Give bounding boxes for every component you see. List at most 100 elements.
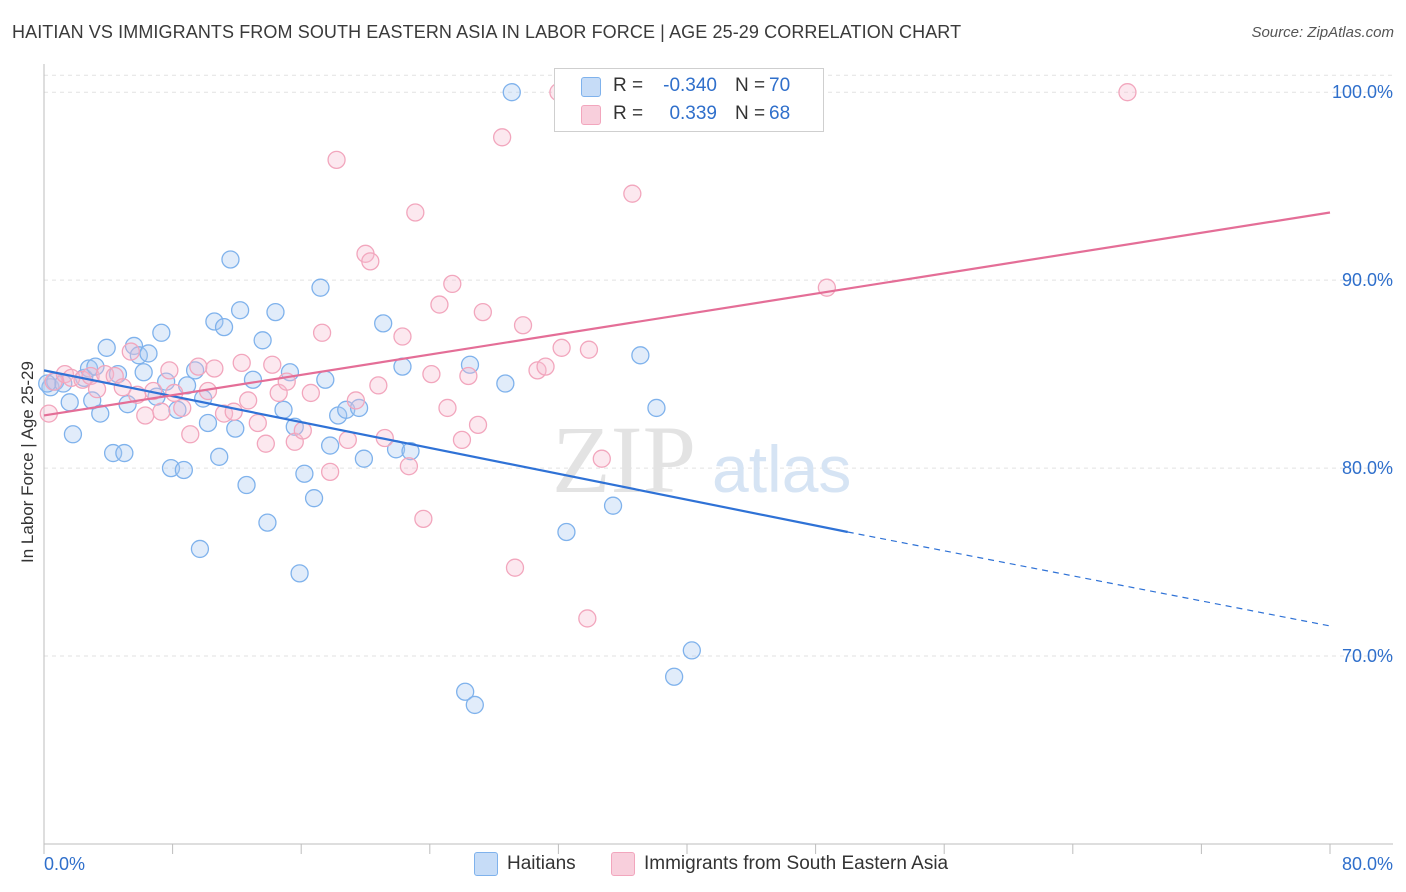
haitian-trend-line (43, 369, 848, 534)
haitian-point (79, 359, 99, 378)
haitian-point (682, 641, 701, 660)
sea-point (430, 295, 449, 314)
haitian-point (316, 370, 335, 389)
sea-point (505, 558, 525, 577)
haitian-point (304, 489, 324, 508)
sea-point (173, 398, 192, 418)
sea-point (312, 323, 332, 342)
legend-swatch-haitians (581, 77, 601, 97)
watermark: ZIP atlas (552, 406, 851, 513)
sea-point (406, 203, 425, 222)
sea-point (1118, 83, 1137, 102)
sea-point (578, 609, 597, 628)
haitian-point (205, 312, 224, 331)
sea-point (181, 425, 200, 444)
sea-point (152, 402, 171, 421)
sea-point (393, 327, 412, 346)
sea-point (513, 316, 533, 335)
haitian-point (124, 336, 144, 356)
bottom-legend-label-haitians: Haitians (507, 853, 576, 874)
haitian-point (237, 475, 256, 495)
sea-point (623, 184, 642, 203)
x-tick-label-min: 0.0% (44, 854, 85, 874)
sea-point (492, 128, 512, 147)
sea-point (346, 391, 366, 410)
legend-r-value: 0.339 (669, 103, 717, 124)
legend-n-label: N = (735, 103, 766, 124)
haitian-trend-extension (847, 531, 1331, 627)
sea-point (452, 430, 472, 450)
legend-r-label: R = (613, 75, 644, 96)
sea-point (263, 355, 282, 374)
legend-r-value: -0.340 (663, 75, 717, 96)
haitian-point (258, 513, 277, 532)
sea-point (189, 357, 208, 376)
legend-r-label: R = (613, 103, 644, 124)
sea-point (399, 457, 419, 476)
bottom-legend-swatch-sea (611, 852, 635, 876)
haitian-point (465, 695, 484, 715)
sea-point (205, 359, 224, 378)
legend-n-label: N = (735, 75, 766, 96)
haitian-point (496, 374, 515, 393)
y-tick-label: 100.0% (1332, 82, 1393, 102)
sea-point (473, 302, 492, 322)
haitian-point (631, 346, 650, 365)
haitian-point (38, 374, 57, 393)
trend-lines (43, 211, 1331, 627)
sea-point (536, 357, 555, 376)
sea-point (552, 338, 571, 357)
watermark-zip: ZIP (552, 406, 696, 513)
haitian-point (230, 301, 250, 320)
haitian-point (290, 564, 309, 583)
legend-swatch-sea (581, 105, 601, 125)
y-tick-label: 90.0% (1342, 270, 1393, 290)
haitian-point (226, 419, 245, 438)
sea-point (239, 391, 258, 410)
sea-point (256, 434, 275, 453)
haitian-point (210, 447, 229, 466)
haitian-point (456, 682, 475, 701)
haitian-point (115, 443, 134, 463)
haitian-point (320, 436, 340, 455)
haitian-point (86, 357, 105, 376)
bottom-legend-label-sea: Immigrants from South Eastern Asia (644, 853, 949, 874)
sea-point (136, 406, 155, 425)
haitian-point (60, 393, 79, 412)
sea-point (443, 274, 462, 294)
sea-point (438, 398, 457, 418)
legend-n-value: 70 (769, 75, 791, 96)
axes (43, 64, 1393, 854)
sea-point (301, 383, 320, 403)
haitian-point (243, 370, 263, 389)
sea-point (592, 449, 611, 468)
correlation-legend: R = -0.340 N = 70 R = 0.339 N = 68 (554, 68, 824, 132)
sea-point (422, 364, 441, 384)
legend-row-haitians: R = -0.340 N = 70 (555, 72, 823, 100)
bottom-legend-swatch-haitians (474, 852, 498, 876)
haitian-point (664, 667, 684, 686)
sea-point (327, 150, 346, 170)
haitian-point (134, 363, 153, 382)
haitian-point (295, 464, 314, 483)
sea-point (224, 402, 243, 421)
haitian-point (603, 496, 623, 515)
sea-point (369, 376, 388, 395)
haitian-point (374, 314, 393, 333)
sea-point (468, 415, 488, 435)
haitian-point (91, 404, 110, 423)
sea-point (232, 353, 251, 372)
sea-point (414, 509, 433, 528)
sea-point (160, 361, 179, 380)
haitian-point (266, 302, 285, 322)
sea-point (338, 430, 357, 450)
haitian-point (97, 338, 116, 357)
data-points (38, 83, 1137, 715)
chart-title: HAITIAN VS IMMIGRANTS FROM SOUTH EASTERN… (12, 22, 962, 42)
haitian-point (190, 539, 210, 559)
y-axis-label: In Labor Force | Age 25-29 (18, 361, 37, 563)
haitian-point (401, 442, 420, 461)
haitian-point (647, 398, 666, 418)
haitian-point (253, 331, 272, 350)
haitian-point (354, 449, 374, 468)
